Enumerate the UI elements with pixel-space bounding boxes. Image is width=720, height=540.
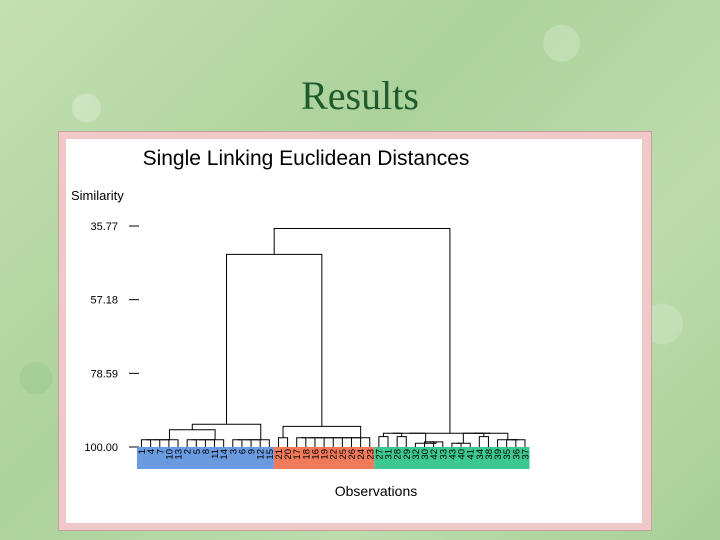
leaf-label: 35: [502, 449, 513, 460]
chart-panel: Single Linking Euclidean Distances Simil…: [66, 139, 642, 523]
dendrogram-link: [462, 432, 485, 444]
chart-title: Single Linking Euclidean Distances: [143, 147, 470, 170]
leaf-label: 1: [137, 449, 148, 454]
dendrogram-link: [456, 442, 471, 447]
leaf-label: 43: [447, 449, 458, 460]
leaf-label: 28: [393, 449, 404, 460]
dendrogram-link: [160, 439, 179, 447]
leaf-label: 13: [174, 449, 185, 460]
leaf-label: 29: [402, 449, 413, 460]
dendrogram-link: [282, 425, 362, 438]
dendrogram-link: [237, 439, 252, 447]
leaf-label: 37: [520, 449, 531, 460]
leaf-group-band: [374, 447, 530, 469]
leaf-label: 4: [146, 449, 157, 454]
leaf-label: 42: [429, 449, 440, 460]
leaf-label: 20: [283, 449, 294, 460]
dendrogram-link: [506, 439, 517, 447]
dendrogram-link: [146, 439, 161, 447]
leaf-label: 25: [338, 449, 349, 460]
leaf-label: 30: [420, 449, 431, 460]
dendrogram-link: [511, 439, 526, 447]
slide-title: Results: [301, 73, 419, 118]
dendrogram-link: [396, 436, 407, 447]
leaf-label: 24: [356, 449, 367, 460]
dendrogram-link: [206, 439, 225, 447]
dendrogram-link: [186, 439, 197, 447]
dendrogram-link: [141, 439, 152, 447]
leaf-label: 10: [164, 449, 175, 460]
leaf-label: 9: [247, 449, 258, 454]
dendrogram-link: [226, 253, 323, 427]
dendrogram-link: [478, 436, 489, 447]
leaf-label: 15: [265, 449, 276, 460]
leaf-label: 7: [155, 449, 166, 454]
leaf-label: 18: [301, 449, 312, 460]
y-axis-label: Similarity: [71, 188, 124, 203]
leaf-label: 36: [511, 449, 522, 460]
dendrogram-link: [451, 442, 462, 447]
dendrogram-link: [191, 423, 262, 440]
dendrogram-link: [273, 228, 451, 434]
dendrogram-link: [378, 436, 389, 447]
leaf-label: 5: [192, 449, 203, 454]
leaf-group-band: [136, 447, 274, 469]
dendrogram-link: [152, 439, 170, 447]
leaf-label: 6: [237, 449, 248, 454]
leaf-label: 2: [183, 449, 194, 454]
dendrogram-link: [497, 439, 519, 447]
leaf-label: 33: [438, 449, 449, 460]
leaf-label: 39: [493, 449, 504, 460]
dendrogram-link: [198, 439, 216, 447]
leaf-label: 38: [484, 449, 495, 460]
leaf-label: 34: [475, 449, 486, 460]
dendrogram-link: [301, 437, 316, 447]
dendrogram-link: [351, 437, 371, 447]
dendrogram-link: [429, 441, 444, 447]
dendrogram-link: [232, 439, 243, 447]
y-tick-label: 57.18: [90, 295, 118, 307]
dendrogram-link: [382, 432, 403, 437]
chart-frame: Single Linking Euclidean Distances Simil…: [58, 131, 652, 531]
leaf-label: 11: [210, 449, 221, 459]
leaf-label: 8: [201, 449, 212, 454]
leaf-label: 3: [228, 449, 239, 454]
x-axis-label: Observations: [335, 483, 417, 499]
leaf-group-band: [273, 447, 375, 469]
y-tick-label: 35.77: [90, 221, 118, 233]
leaf-label: 40: [457, 449, 468, 460]
dendrogram-link: [244, 439, 261, 447]
leaf-label: 27: [374, 449, 385, 460]
leaf-label: 22: [329, 449, 340, 460]
dendrogram-link: [473, 432, 509, 440]
leaf-label: 26: [347, 449, 358, 460]
leaf-label: 31: [384, 449, 395, 460]
dendrogram-link: [308, 437, 325, 447]
leaf-label: 32: [411, 449, 422, 460]
y-tick-label: 78.59: [90, 368, 118, 380]
dendrogram-link: [191, 439, 206, 447]
leaf-label: 16: [310, 449, 321, 460]
leaf-label: 17: [292, 449, 303, 460]
leaf-label: 41: [466, 449, 477, 460]
dendrogram-link: [316, 437, 334, 447]
leaf-label: 21: [274, 449, 285, 460]
leaf-label: 23: [365, 449, 376, 460]
dendrogram-link: [277, 437, 289, 447]
dendrogram-link: [252, 439, 270, 447]
leaf-label: 14: [219, 449, 230, 460]
leaf-label: 12: [256, 449, 267, 460]
dendrogram-link: [168, 429, 216, 440]
dendrogram-link: [296, 437, 307, 447]
dendrogram-chart: Single Linking Euclidean Distances Simil…: [71, 147, 531, 499]
leaf-label: 19: [320, 449, 331, 460]
y-tick-label: 100.00: [84, 442, 118, 454]
